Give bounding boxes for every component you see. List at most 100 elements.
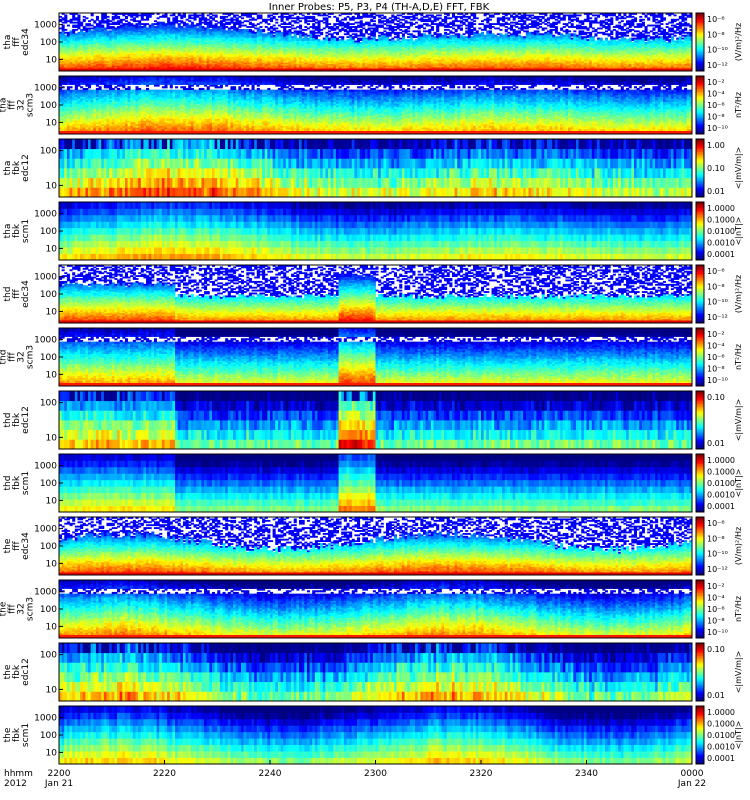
y-tick-label: 100 <box>40 353 57 363</box>
colorbar-tick-label: 10⁻⁸ <box>707 282 725 291</box>
colorbar-tick-label: 10⁻² <box>707 582 725 591</box>
colorbar-tick-label: 0.10 <box>707 393 725 402</box>
x-axis-label: hhmm <box>4 769 33 779</box>
y-tick-label: 10 <box>46 244 58 254</box>
colorbar-label: nT²/Hz <box>734 92 743 118</box>
colorbar-tick-label: 0.0010 <box>707 239 735 248</box>
colorbar-tick-label: 1.0000 <box>707 204 735 213</box>
y-tick-label: 1000 <box>34 21 57 31</box>
colorbar-label: nT²/Hz <box>734 596 743 622</box>
colorbar-tick-label: 10⁻⁸ <box>707 30 725 39</box>
colorbar-tick-label: 10⁻¹⁰ <box>707 298 728 307</box>
spectrogram-panel: 100010010thdfbkscm11.00000.10000.01000.0… <box>3 454 743 512</box>
colorbar-tick-label: 0.0001 <box>707 250 735 259</box>
spectrogram-panel: 100010010thafff32scm310⁻²10⁻⁴10⁻⁶10⁻⁸10⁻… <box>0 76 743 134</box>
colorbar-tick-label: 0.01 <box>707 691 725 700</box>
colorbar: 1.000.100.01<|mV/m|> <box>696 139 743 197</box>
colorbar-label: <|mV/m|> <box>734 651 743 694</box>
spectrogram-image <box>59 643 692 701</box>
spectrogram-image <box>59 265 692 323</box>
y-tick-label: 100 <box>40 38 57 48</box>
y-tick-label: 10 <box>46 496 58 506</box>
colorbar-tick-label: 10⁻¹² <box>707 565 728 574</box>
colorbar-tick-label: 10⁻⁴ <box>707 341 725 350</box>
x-tick-date: Jan 22 <box>677 779 706 789</box>
x-tick-label: 2300 <box>364 769 387 779</box>
y-tick-label: 100 <box>40 101 57 111</box>
y-tick-label: 1000 <box>34 462 57 472</box>
spectrogram-panel: 100010010thdfff32scm310⁻²10⁻⁴10⁻⁶10⁻⁸10⁻… <box>0 328 743 386</box>
y-tick-label: 10 <box>46 307 58 317</box>
colorbar-tick-label: 0.0001 <box>707 502 735 511</box>
colorbar-tick-label: 0.1000 <box>707 719 735 728</box>
spectrogram-panel: 100010010thafffedc3410⁻⁶10⁻⁸10⁻¹⁰10⁻¹²(V… <box>3 13 743 71</box>
y-axis-label: thafff32scm3 <box>0 93 36 117</box>
x-tick-label: 2200 <box>48 769 71 779</box>
y-axis-label: thefbkedc12 <box>3 658 31 686</box>
colorbar-tick-label: 10⁻² <box>707 78 725 87</box>
colorbar-label: <|mV/m|> <box>734 147 743 190</box>
colorbar-label: (V/m)²/Hz <box>734 527 743 565</box>
y-axis-label: thdfbkscm1 <box>3 471 31 495</box>
colorbar-tick-label: 0.10 <box>707 645 725 654</box>
spectrogram-image <box>59 202 692 260</box>
colorbar-tick-label: 10⁻⁴ <box>707 89 725 98</box>
y-tick-label: 10 <box>46 622 58 632</box>
chart-title: Inner Probes: P5, P3, P4 (TH-A,D,E) FFT,… <box>269 2 490 13</box>
colorbar-tick-label: 10⁻⁶ <box>707 15 725 24</box>
y-tick-label: 1000 <box>34 84 57 94</box>
colorbar-tick-label: 0.1000 <box>707 215 735 224</box>
y-axis-label: thafbkedc12 <box>3 154 31 182</box>
y-tick-label: 100 <box>40 605 57 615</box>
colorbar-label: nT²/Hz <box>734 344 743 370</box>
x-tick-label: 2220 <box>153 769 176 779</box>
spectrogram-image <box>59 391 692 449</box>
y-tick-label: 10 <box>46 55 58 65</box>
colorbar-tick-label: 10⁻¹² <box>707 61 728 70</box>
y-tick-label: 100 <box>40 147 57 157</box>
y-tick-label: 100 <box>40 290 57 300</box>
colorbar-label: (V/m)²/Hz <box>734 275 743 313</box>
colorbar-tick-label: 0.10 <box>707 164 725 173</box>
colorbar-tick-label: 10⁻¹⁰ <box>707 550 728 559</box>
colorbar-tick-label: 0.0010 <box>707 743 735 752</box>
colorbar-tick-label: 10⁻⁶ <box>707 267 725 276</box>
colorbar-tick-label: 10⁻⁸ <box>707 365 725 374</box>
colorbar-tick-label: 10⁻⁴ <box>707 593 725 602</box>
spectrogram-image <box>59 454 692 512</box>
colorbar-tick-label: 1.0000 <box>707 708 735 717</box>
colorbar-tick-label: 0.0100 <box>707 731 735 740</box>
y-tick-label: 10 <box>46 118 58 128</box>
colorbar: 0.10 0.01 <|mV/m|> <box>696 643 743 701</box>
panel-stack: 1000 100 10 thafffedc34 10⁻⁶ 10⁻⁸ 10⁻¹⁰ 10⁻¹² (V… <box>0 13 743 764</box>
x-tick-label: 2340 <box>575 769 598 779</box>
y-tick-label: 100 <box>40 542 57 552</box>
spectrogram-image <box>59 517 692 575</box>
spectrogram-panel: 100010010thefffedc3410⁻⁶10⁻⁸10⁻¹⁰10⁻¹²(V… <box>3 517 743 575</box>
y-axis-label: thafffedc34 <box>3 28 31 56</box>
colorbar-tick-label: 10⁻⁸ <box>707 113 725 122</box>
y-tick-label: 10 <box>46 559 58 569</box>
colorbar-label: <|mV/m|> <box>734 399 743 442</box>
y-tick-label: 1000 <box>34 714 57 724</box>
colorbar-label: <|nT|> <box>734 469 743 498</box>
x-tick-date: Jan 21 <box>44 779 73 789</box>
y-axis-label: thafbkscm1 <box>3 219 31 243</box>
spectrogram-image <box>59 76 692 134</box>
spectrogram-image <box>59 13 692 71</box>
y-tick-label: 1000 <box>34 336 57 346</box>
colorbar-tick-label: 10⁻⁶ <box>707 101 725 110</box>
y-axis-label: thdfff32scm3 <box>0 345 36 369</box>
y-tick-label: 100 <box>40 651 57 661</box>
spectrogram-image <box>59 580 692 638</box>
colorbar-tick-label: 0.1000 <box>707 467 735 476</box>
